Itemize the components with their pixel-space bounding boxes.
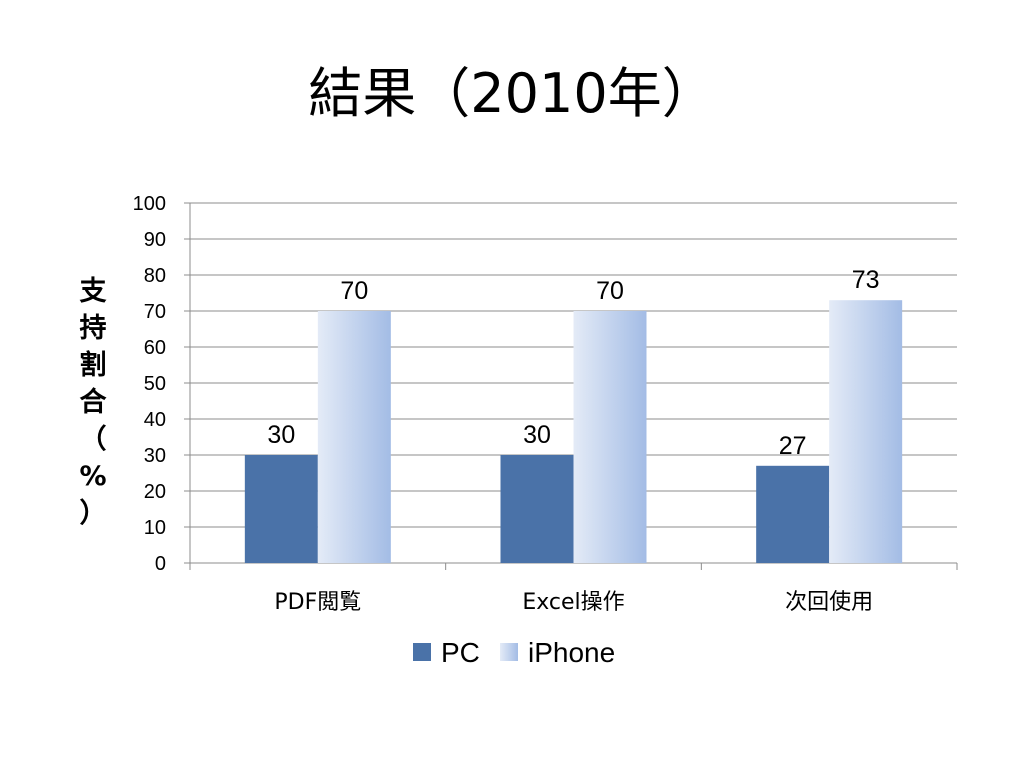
y-tick-label: 10 <box>144 517 166 539</box>
y-tick-label: 50 <box>144 373 166 395</box>
legend-swatch <box>413 643 431 661</box>
bar-pc <box>500 455 574 563</box>
x-category-label: 次回使用 <box>785 590 873 615</box>
y-axis-label-char: （ <box>80 424 107 455</box>
slide-title: 結果（2010年） <box>308 62 716 125</box>
y-tick-label: 40 <box>144 409 166 431</box>
y-axis-label-char: % <box>79 461 106 492</box>
data-label: 70 <box>340 277 368 305</box>
legend-label: PC <box>441 637 480 668</box>
y-axis-label-char: 合 <box>80 386 107 418</box>
data-label: 27 <box>779 432 807 460</box>
bar-iphone <box>317 311 391 563</box>
data-label: 73 <box>852 266 880 294</box>
y-axis-label-char: 支 <box>80 276 107 307</box>
x-category-label: Excel操作 <box>522 590 624 615</box>
data-label: 30 <box>523 421 551 449</box>
bar-pc <box>244 455 318 563</box>
bar-pc <box>756 465 830 563</box>
legend-swatch <box>500 643 518 661</box>
y-tick-label: 30 <box>144 445 166 467</box>
bar-iphone <box>829 300 903 563</box>
y-tick-label: 0 <box>155 553 166 575</box>
y-tick-label: 60 <box>144 337 166 359</box>
bar-iphone <box>573 311 647 563</box>
bars <box>244 300 903 563</box>
y-tick-label: 100 <box>133 193 166 215</box>
y-axis-label-char: ） <box>80 498 107 529</box>
y-tick-label: 70 <box>144 301 166 323</box>
data-label: 70 <box>596 277 624 305</box>
x-category-label: PDF閲覧 <box>274 590 361 615</box>
data-labels: 30 70 30 70 27 73 <box>267 266 879 460</box>
legend: PC iPhone <box>413 637 615 668</box>
data-label: 30 <box>267 421 295 449</box>
y-tick-label: 90 <box>144 229 166 251</box>
y-axis-label-char: 持 <box>80 313 107 344</box>
legend-label: iPhone <box>528 637 615 668</box>
y-tick-label: 80 <box>144 265 166 287</box>
y-axis-label-char: 割 <box>80 349 107 381</box>
y-tick-label: 20 <box>144 481 166 503</box>
axes: 0 10 20 30 40 50 60 70 80 90 100 PDF閲覧 Excel操作 次回使用 <box>133 193 958 615</box>
